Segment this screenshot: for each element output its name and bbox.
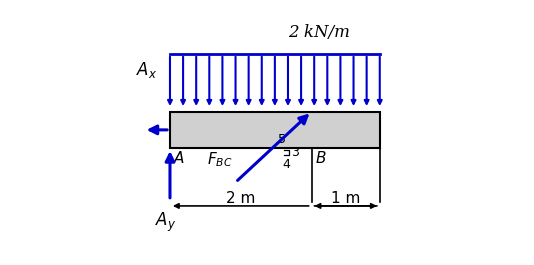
Text: 2 m: 2 m [226, 191, 255, 206]
Text: 1 m: 1 m [331, 191, 360, 206]
Text: $A_x$: $A_x$ [136, 60, 157, 80]
Text: 5: 5 [278, 133, 286, 146]
Text: 3: 3 [292, 146, 299, 159]
Bar [170, 112, 380, 148]
Text: $F_{BC}$: $F_{BC}$ [207, 151, 233, 169]
Text: $A_y$: $A_y$ [155, 211, 177, 234]
Text: 4: 4 [282, 158, 290, 171]
Text: $B$: $B$ [315, 149, 326, 166]
Text: 2 kN/m: 2 kN/m [288, 24, 350, 41]
Text: $A$: $A$ [173, 149, 185, 166]
